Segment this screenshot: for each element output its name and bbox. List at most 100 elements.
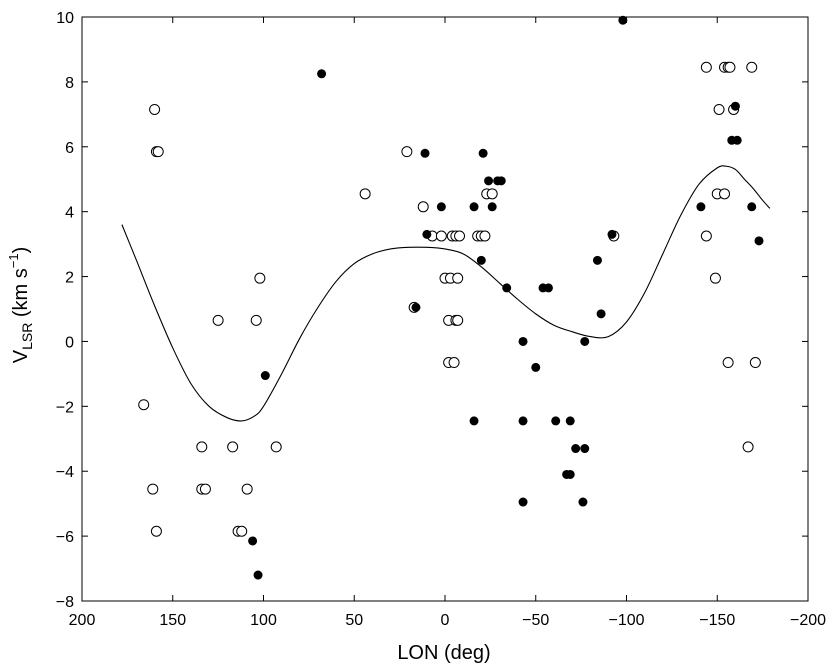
open-circle-point	[241, 483, 253, 495]
plot-area: 200 150 100 50 0 −50 −100 −150 −200 −8 −6 −4 −2 0 2 4 6…	[56, 10, 826, 629]
filled-circle-point	[260, 371, 270, 381]
x-tick-label: 200	[69, 612, 96, 629]
filled-circle-point	[543, 283, 553, 293]
open-circle-point	[454, 230, 466, 242]
open-circle-point	[417, 201, 429, 213]
filled-circle-point	[496, 176, 506, 186]
filled-circle-point	[478, 148, 488, 158]
filled-circle-point	[420, 148, 430, 158]
filled-circle-point	[551, 416, 561, 426]
open-circle-point	[435, 230, 447, 242]
filled-circle-point	[747, 202, 757, 212]
y-axis-title-superscript: −1	[6, 253, 21, 268]
y-tick-label: 10	[56, 10, 74, 27]
x-tick-label: −150	[699, 612, 735, 629]
open-circle-point	[150, 525, 162, 537]
filled-circle-point	[248, 536, 258, 546]
open-circle-point	[149, 103, 161, 115]
x-tick-label: −50	[522, 612, 549, 629]
filled-circle-point	[571, 444, 581, 454]
filled-circle-point	[469, 416, 479, 426]
open-circle-point	[700, 61, 712, 73]
filled-circle-point	[484, 176, 494, 186]
fit-curve-line	[121, 165, 771, 422]
open-circle-point	[152, 146, 164, 158]
filled-circle-point	[596, 309, 606, 319]
axes-box	[81, 16, 809, 602]
open-circle-point	[722, 357, 734, 369]
x-tick-label: 0	[441, 612, 450, 629]
y-tick-label: −4	[56, 464, 74, 481]
data-points	[138, 15, 764, 580]
y-tick-label: −6	[56, 529, 74, 546]
open-circle-point	[212, 314, 224, 326]
y-axis-title-unit-post: )	[10, 247, 32, 254]
filled-circle-point	[730, 101, 740, 111]
filled-circle-point	[607, 229, 617, 239]
open-circle-point	[724, 61, 736, 73]
open-circle-point	[742, 441, 754, 453]
filled-circle-point	[531, 362, 541, 372]
open-circle-point	[138, 399, 150, 411]
open-circle-point	[452, 314, 464, 326]
filled-circle-point	[469, 202, 479, 212]
filled-circle-point	[565, 416, 575, 426]
open-circle-point	[254, 272, 266, 284]
x-axis-ticks: 200 150 100 50 0 −50 −100 −150 −200	[69, 17, 826, 629]
y-axis-title-subscript: LSR	[19, 323, 35, 350]
y-tick-label: 2	[65, 270, 74, 287]
open-circle-point	[746, 61, 758, 73]
filled-circle-point	[317, 69, 327, 79]
y-axis-title-unit-pre: (km s	[10, 268, 32, 322]
filled-circle-point	[732, 135, 742, 145]
open-circle-point	[147, 483, 159, 495]
open-circle-point	[452, 272, 464, 284]
y-tick-label: −2	[56, 399, 74, 416]
filled-circle-point	[487, 202, 497, 212]
filled-circle-point	[422, 229, 432, 239]
filled-circle-point	[476, 255, 486, 265]
filled-circle-point	[436, 202, 446, 212]
y-tick-label: −8	[56, 594, 74, 611]
open-circle-point	[196, 441, 208, 453]
open-circle-point	[749, 357, 761, 369]
open-circle-point	[270, 441, 282, 453]
filled-circle-point	[253, 570, 263, 580]
y-tick-label: 6	[65, 140, 74, 157]
filled-circle-point	[518, 336, 528, 346]
x-tick-label: 100	[250, 612, 277, 629]
open-circle-point	[479, 230, 491, 242]
open-circle-point	[199, 483, 211, 495]
open-circle-point	[486, 188, 498, 200]
x-tick-label: −100	[608, 612, 644, 629]
x-tick-label: −200	[790, 612, 826, 629]
filled-circle-point	[754, 236, 764, 246]
filled-circle-point	[518, 416, 528, 426]
filled-circle-point	[580, 444, 590, 454]
filled-circle-point	[502, 283, 512, 293]
open-circle-point	[227, 441, 239, 453]
y-axis-ticks: −8 −6 −4 −2 0 2 4 6 8 10	[56, 10, 808, 611]
filled-circle-point	[411, 302, 421, 312]
open-circle-point	[719, 188, 731, 200]
open-circle-point	[700, 230, 712, 242]
filled-circle-point	[696, 202, 706, 212]
open-circle-point	[236, 525, 248, 537]
x-tick-label: 50	[345, 612, 363, 629]
open-circle-point	[448, 357, 460, 369]
open-circle-point	[359, 188, 371, 200]
x-tick-label: 150	[159, 612, 186, 629]
filled-circle-point	[580, 336, 590, 346]
y-tick-label: 4	[65, 205, 74, 222]
open-circle-point	[401, 146, 413, 158]
filled-circle-point	[565, 469, 575, 479]
y-axis-title-main: V	[10, 349, 32, 363]
y-axis-title: VLSR (km s−1)	[6, 247, 35, 364]
filled-circle-point	[518, 497, 528, 507]
open-circle-point	[250, 314, 262, 326]
y-tick-label: 0	[65, 334, 74, 351]
open-circle-point	[713, 103, 725, 115]
filled-circle-point	[592, 255, 602, 265]
filled-circle-point	[578, 497, 588, 507]
